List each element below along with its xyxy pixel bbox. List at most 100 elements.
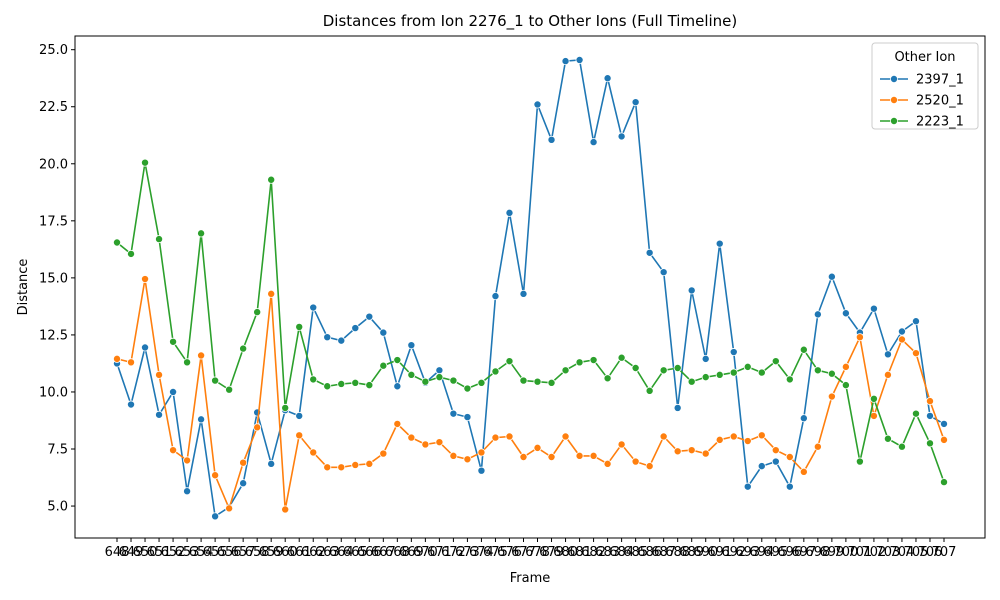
data-point-2397_1 xyxy=(673,403,682,412)
x-tick-label: 690 xyxy=(693,545,718,560)
data-point-2520_1 xyxy=(575,451,584,460)
legend-label-2397_1: 2397_1 xyxy=(916,73,964,88)
data-point-2223_1 xyxy=(855,457,864,466)
x-tick-label: 649 xyxy=(119,545,144,560)
data-point-2520_1 xyxy=(309,448,318,457)
data-point-2223_1 xyxy=(141,158,150,167)
x-tick-label: 704 xyxy=(890,545,915,560)
x-tick-label: 659 xyxy=(259,545,284,560)
data-point-2520_1 xyxy=(337,463,346,472)
x-tick-label: 697 xyxy=(791,545,816,560)
data-point-2520_1 xyxy=(295,431,304,440)
data-point-2223_1 xyxy=(337,379,346,388)
data-point-2223_1 xyxy=(757,368,766,377)
x-tick-label: 648 xyxy=(105,545,130,560)
data-point-2223_1 xyxy=(561,366,570,375)
data-point-2397_1 xyxy=(197,415,206,424)
data-point-2397_1 xyxy=(155,410,164,419)
data-point-2223_1 xyxy=(211,376,220,385)
data-point-2520_1 xyxy=(855,333,864,342)
x-tick-label: 701 xyxy=(847,545,872,560)
legend-box xyxy=(871,42,979,130)
data-point-2223_1 xyxy=(533,377,542,386)
series-2223_1 xyxy=(113,158,949,487)
data-point-2223_1 xyxy=(309,375,318,384)
data-point-2223_1 xyxy=(547,378,556,387)
data-point-2223_1 xyxy=(351,378,360,387)
data-point-2223_1 xyxy=(687,377,696,386)
data-point-2397_1 xyxy=(393,382,402,391)
x-tick-label: 666 xyxy=(357,545,382,560)
legend-label-2223_1: 2223_1 xyxy=(916,115,964,130)
plot-frame xyxy=(74,35,986,539)
x-tick-label: 691 xyxy=(707,545,732,560)
x-tick-label: 661 xyxy=(287,545,312,560)
x-tick-label: 698 xyxy=(805,545,830,560)
data-point-2223_1 xyxy=(127,249,136,258)
y-tick-label: 10.0 xyxy=(39,385,68,400)
data-point-2397_1 xyxy=(379,328,388,337)
data-point-2520_1 xyxy=(645,462,654,471)
x-tick-label: 702 xyxy=(862,545,887,560)
series-line-2520_1 xyxy=(116,278,945,511)
x-tick-label: 705 xyxy=(904,545,929,560)
data-point-2397_1 xyxy=(701,354,710,363)
x-tick-label: 687 xyxy=(651,545,676,560)
data-point-2223_1 xyxy=(645,386,654,395)
data-point-2520_1 xyxy=(239,458,248,467)
legend-label-2520_1: 2520_1 xyxy=(916,94,964,109)
data-point-2397_1 xyxy=(547,135,556,144)
y-tick-label: 12.5 xyxy=(39,328,68,343)
data-point-2397_1 xyxy=(127,400,136,409)
x-tick-label: 676 xyxy=(497,545,522,560)
series-line-2223_1 xyxy=(116,162,945,483)
data-point-2223_1 xyxy=(281,403,290,412)
data-point-2520_1 xyxy=(267,289,276,298)
data-point-2520_1 xyxy=(253,423,262,432)
data-point-2223_1 xyxy=(701,373,710,382)
data-point-2223_1 xyxy=(295,322,304,331)
data-point-2223_1 xyxy=(323,382,332,391)
data-point-2223_1 xyxy=(197,229,206,238)
data-point-2520_1 xyxy=(323,463,332,472)
data-point-2223_1 xyxy=(603,374,612,383)
data-point-2223_1 xyxy=(869,394,878,403)
x-tick-label: 654 xyxy=(189,545,214,560)
data-point-2397_1 xyxy=(561,57,570,66)
data-point-2397_1 xyxy=(533,100,542,109)
data-point-2223_1 xyxy=(379,361,388,370)
data-point-2520_1 xyxy=(491,433,500,442)
data-point-2520_1 xyxy=(841,362,850,371)
data-point-2520_1 xyxy=(169,446,178,455)
x-tick-label: 696 xyxy=(777,545,802,560)
data-point-2223_1 xyxy=(897,442,906,451)
x-tick-label: 657 xyxy=(231,545,256,560)
data-point-2397_1 xyxy=(505,208,514,217)
data-point-2520_1 xyxy=(771,446,780,455)
data-point-2397_1 xyxy=(715,239,724,248)
data-point-2223_1 xyxy=(421,377,430,386)
x-tick-label: 694 xyxy=(749,545,774,560)
data-point-2397_1 xyxy=(169,387,178,396)
x-tick-label: 664 xyxy=(329,545,354,560)
x-tick-label: 670 xyxy=(413,545,438,560)
x-tick-label: 686 xyxy=(637,545,662,560)
legend-marker-2520_1 xyxy=(890,96,899,105)
data-point-2397_1 xyxy=(869,304,878,313)
data-point-2520_1 xyxy=(715,435,724,444)
data-point-2520_1 xyxy=(940,435,949,444)
y-tick-label: 22.5 xyxy=(39,100,68,115)
data-point-2223_1 xyxy=(729,368,738,377)
data-point-2520_1 xyxy=(897,335,906,344)
data-point-2520_1 xyxy=(477,448,486,457)
y-tick-label: 5.0 xyxy=(47,500,68,515)
data-point-2520_1 xyxy=(127,358,136,367)
data-point-2223_1 xyxy=(225,385,234,394)
data-point-2520_1 xyxy=(113,354,122,363)
data-point-2520_1 xyxy=(365,459,374,468)
data-point-2223_1 xyxy=(617,353,626,362)
data-point-2223_1 xyxy=(771,357,780,366)
data-point-2397_1 xyxy=(659,268,668,277)
data-point-2397_1 xyxy=(827,272,836,281)
